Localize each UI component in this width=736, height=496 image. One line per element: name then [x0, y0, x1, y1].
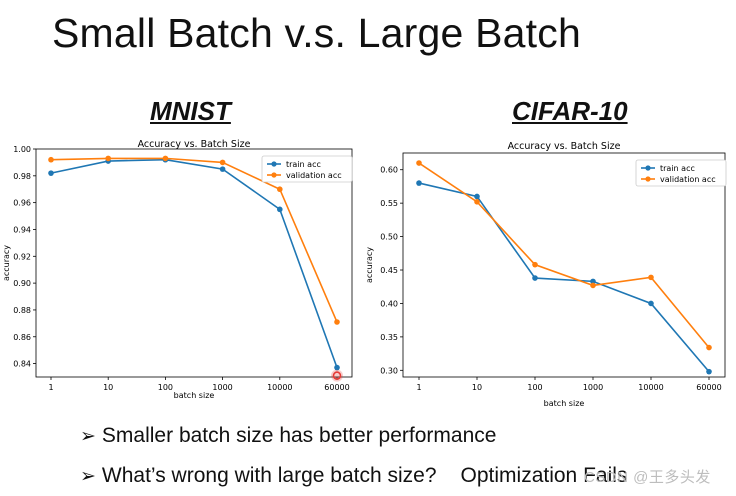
mnist-chart-title: Accuracy vs. Batch Size: [138, 139, 251, 150]
cifar-data-point-train: [416, 180, 422, 186]
watermark: CSDN @王多头发: [584, 469, 711, 486]
mnist-subtitle: MNIST: [150, 96, 231, 126]
cifar-ytick-label: 0.60: [380, 166, 398, 175]
mnist-ytick-label: 0.92: [13, 252, 31, 261]
cifar-data-point-train: [474, 193, 480, 200]
cifar-data-point-train: [706, 368, 712, 375]
mnist-series-line-validation: [50, 157, 338, 323]
cifar-xlabel: batch size: [544, 399, 585, 408]
mnist-legend-label: validation acc: [286, 171, 342, 180]
cifar-ytick-label: 0.35: [380, 333, 398, 342]
cifar-data-point-validation: [706, 344, 712, 351]
bullet-item: ➢ What’s wrong with large batch size? Op…: [80, 464, 627, 488]
cifar-ytick-label: 0.50: [380, 233, 398, 242]
cifar-data-point-validation: [590, 282, 596, 289]
cifar-ytick-label: 0.45: [380, 266, 398, 275]
cifar-legend-marker: [645, 165, 651, 171]
mnist-ytick-label: 1.00: [13, 145, 31, 154]
mnist-data-point-validation: [277, 186, 283, 193]
cifar-data-point-validation: [474, 199, 480, 205]
mnist-ytick-label: 0.94: [13, 225, 31, 234]
cifar-data-point-validation: [648, 274, 654, 281]
cifar-xtick-label: 1: [416, 383, 421, 392]
bullet-item: ➢ Smaller batch size has better performa…: [80, 424, 496, 448]
bullet-arrow-icon: ➢: [80, 425, 96, 447]
mnist-data-point-validation: [162, 155, 169, 162]
mnist-highlight-ring: [332, 371, 342, 380]
mnist-data-point-validation: [105, 155, 111, 162]
mnist-accuracy-chart: Accuracy vs. Batch Size 0.84 0.86 0.88 0.90 0…: [2, 139, 353, 400]
mnist-plot-frame: [35, 148, 353, 378]
cifar-subtitle: CIFAR-10: [512, 96, 628, 126]
mnist-data-point-train: [219, 166, 226, 172]
cifar-data-point-validation: [532, 261, 538, 268]
cifar-data-point-validation: [416, 160, 422, 166]
cifar-plot-frame: [402, 152, 726, 378]
bullet-text: What’s wrong with large batch size?: [101, 464, 437, 487]
mnist-data-point-train: [277, 206, 283, 213]
cifar-legend-marker: [645, 176, 651, 182]
cifar-chart-title: Accuracy vs. Batch Size: [508, 141, 621, 152]
mnist-ylabel: accuracy: [2, 245, 11, 281]
mnist-data-point-validation: [334, 319, 340, 325]
cifar-ylabel: accuracy: [365, 247, 374, 283]
bullet-text: Smaller batch size has better performanc…: [101, 424, 497, 447]
cifar-legend-label: validation acc: [660, 175, 716, 184]
mnist-data-point-validation: [219, 159, 226, 166]
mnist-data-point-train: [334, 364, 340, 371]
mnist-legend-box: [261, 155, 353, 183]
mnist-ytick-label: 0.84: [13, 360, 31, 369]
mnist-data-point-train: [48, 170, 54, 176]
cifar-legend-label: train acc: [660, 164, 695, 173]
slide-title: Small Batch v.s. Large Batch: [52, 10, 581, 56]
cifar-ytick-label: 0.40: [380, 299, 398, 308]
mnist-xtick-label: 1: [48, 383, 53, 392]
cifar-xtick-label: 100: [527, 383, 542, 392]
cifar-xtick-label: 10000: [638, 383, 663, 392]
cifar-ytick-label: 0.30: [380, 366, 398, 375]
cifar-xtick-label: 60000: [696, 383, 721, 392]
mnist-ytick-label: 0.90: [13, 279, 31, 288]
mnist-data-point-validation: [48, 156, 54, 163]
mnist-legend-marker: [271, 161, 277, 167]
cifar-ytick-label: 0.55: [380, 199, 398, 208]
mnist-ytick-label: 0.88: [13, 306, 31, 315]
mnist-ytick-label: 0.86: [13, 333, 31, 342]
cifar-legend-box: [635, 159, 727, 187]
cifar-data-point-train: [590, 278, 596, 285]
bullet-arrow-icon: ➢: [80, 465, 96, 487]
cifar-xtick-label: 10: [472, 383, 482, 392]
mnist-xtick-label: 10: [103, 383, 113, 392]
mnist-series-line-train: [50, 158, 338, 368]
cifar-series-line-validation: [418, 162, 710, 349]
cifar-data-point-train: [648, 300, 654, 307]
mnist-legend-marker: [271, 172, 277, 178]
mnist-ytick-label: 0.98: [13, 172, 31, 181]
cifar-accuracy-chart: Accuracy vs. Batch Size 0.30 0.35 0.40 0.45 0…: [365, 141, 727, 408]
mnist-xtick-label: 10000: [267, 383, 292, 392]
mnist-xlabel: batch size: [174, 391, 215, 400]
mnist-xtick-label: 60000: [324, 383, 349, 392]
cifar-xtick-label: 1000: [583, 383, 603, 392]
mnist-xtick-label: 1000: [212, 383, 232, 392]
bullet-emphasis-text: Optimization Fails: [460, 464, 628, 487]
cifar-data-point-train: [532, 275, 538, 281]
mnist-ytick-label: 0.96: [13, 199, 31, 208]
cifar-series-line-train: [418, 182, 710, 373]
mnist-legend-label: train acc: [286, 160, 321, 169]
mnist-xtick-label: 100: [158, 383, 173, 392]
